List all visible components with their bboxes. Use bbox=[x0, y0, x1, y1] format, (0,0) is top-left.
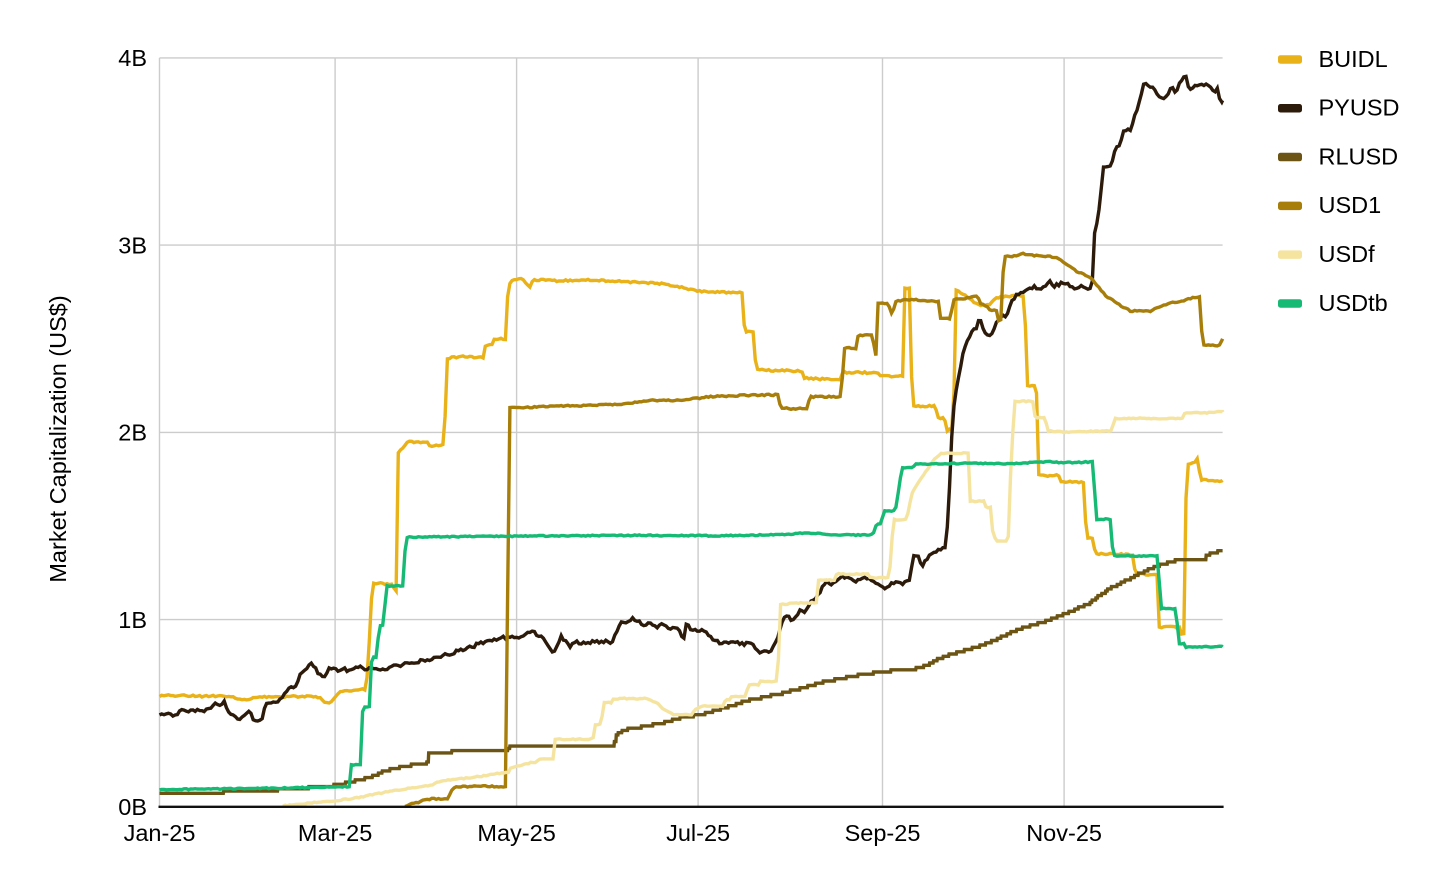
svg-text:2B: 2B bbox=[118, 420, 147, 446]
svg-text:USDf: USDf bbox=[1319, 241, 1376, 267]
svg-text:Mar-25: Mar-25 bbox=[298, 820, 372, 846]
svg-text:1B: 1B bbox=[118, 607, 147, 633]
svg-text:0B: 0B bbox=[118, 794, 147, 820]
svg-text:Nov-25: Nov-25 bbox=[1026, 820, 1102, 846]
svg-text:RLUSD: RLUSD bbox=[1319, 143, 1399, 169]
svg-text:BUIDL: BUIDL bbox=[1319, 46, 1388, 72]
svg-text:Market Capitalization (US$): Market Capitalization (US$) bbox=[45, 295, 71, 582]
svg-text:USD1: USD1 bbox=[1319, 192, 1382, 218]
svg-text:Jul-25: Jul-25 bbox=[666, 820, 730, 846]
svg-text:PYUSD: PYUSD bbox=[1319, 95, 1400, 121]
svg-text:USDtb: USDtb bbox=[1319, 290, 1388, 316]
svg-text:3B: 3B bbox=[118, 232, 147, 258]
svg-text:May-25: May-25 bbox=[477, 820, 555, 846]
svg-text:Sep-25: Sep-25 bbox=[845, 820, 921, 846]
svg-text:4B: 4B bbox=[118, 45, 147, 71]
svg-text:Jan-25: Jan-25 bbox=[124, 820, 196, 846]
